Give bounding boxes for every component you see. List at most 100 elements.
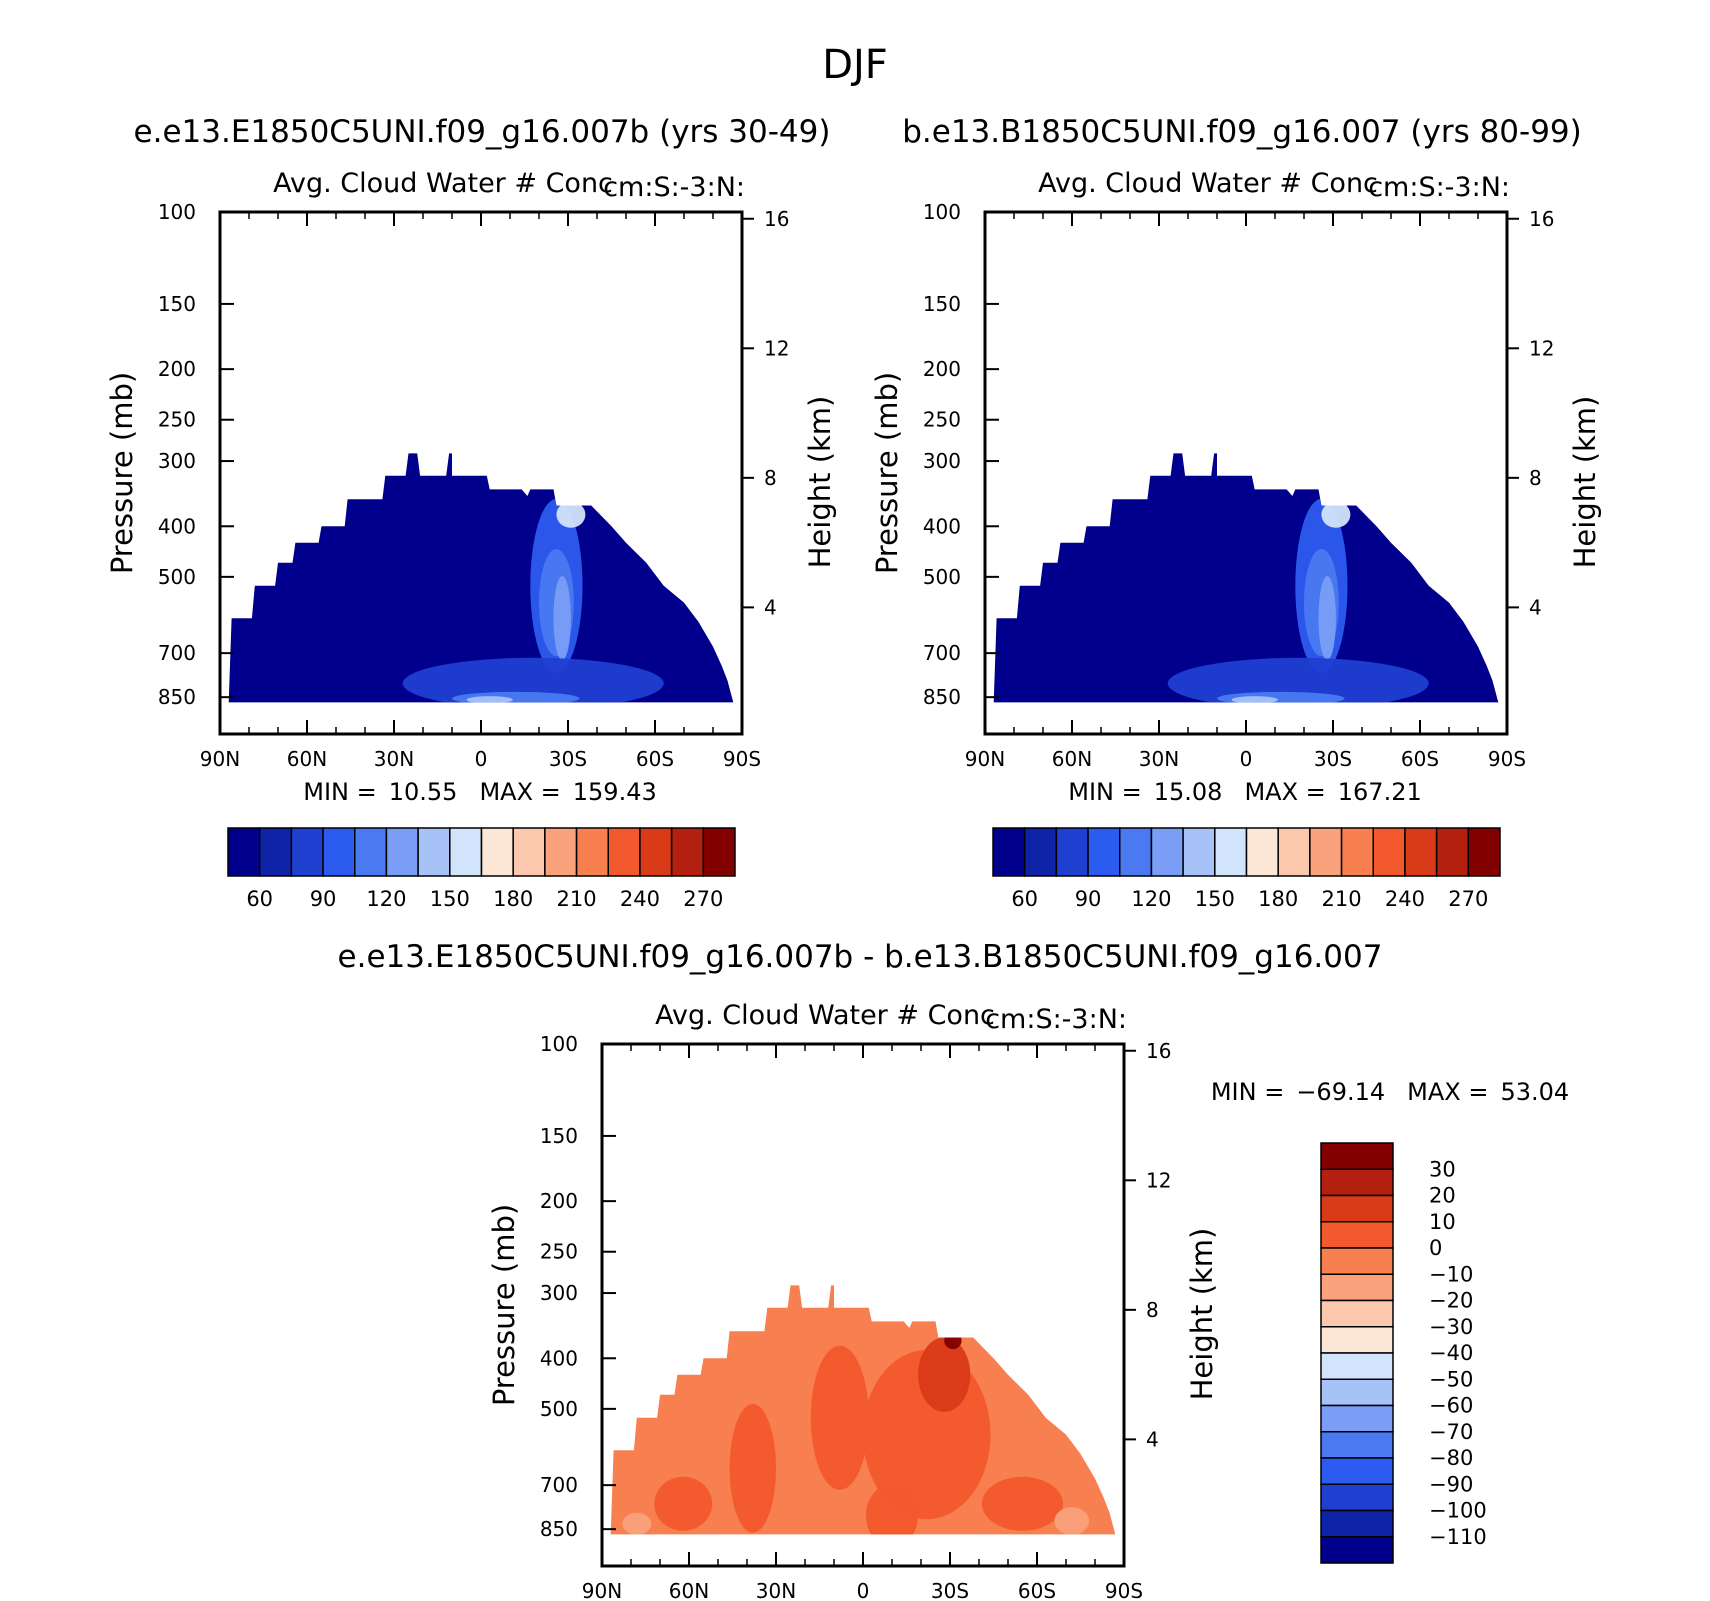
colorbar-swatch	[670, 827, 705, 877]
y2-tick-label: 8	[1529, 466, 1542, 490]
colorbar-swatch	[1277, 827, 1311, 877]
colorbar-swatch	[1320, 1273, 1394, 1302]
colorbar-swatch	[1320, 1431, 1394, 1459]
colorbar-label: −100	[1429, 1499, 1487, 1523]
colorbar-label: 180	[1258, 887, 1298, 911]
field-blob-3	[810, 1345, 869, 1490]
colorbar-swatch	[1404, 827, 1438, 877]
y-axis-label: Pressure (mb)	[105, 372, 139, 574]
y-tick-label: 300	[923, 449, 961, 473]
x-tick-label: 90N	[965, 747, 1005, 771]
colorbar-label: 90	[310, 887, 337, 911]
y-tick-label: 200	[158, 357, 196, 381]
stats-line: MIN = 10.55 MAX = 159.43	[303, 778, 657, 806]
y2-tick-label: 8	[764, 466, 777, 490]
panel-diff: 90N 60N 30N 0 30S 60S 90S100150200250300400500…	[487, 1000, 1569, 1601]
colorbar-label: −70	[1429, 1420, 1473, 1444]
colorbar-swatch	[1467, 827, 1501, 877]
stats-line: MIN = −69.14 MAX = 53.04	[1211, 1078, 1569, 1106]
colorbar-swatch	[1320, 1168, 1394, 1197]
x-tick-label: 30S	[549, 747, 587, 771]
colorbar-swatch	[227, 827, 261, 877]
colorbar-swatch	[1435, 827, 1470, 877]
colorbar-swatch	[1320, 1483, 1394, 1512]
y-tick-label: 850	[540, 1517, 578, 1541]
right-case-title: b.e13.B1850C5UNI.f09_g16.007 (yrs 80-99)	[902, 114, 1582, 150]
colorbar-swatch	[1320, 1221, 1394, 1249]
colorbar-swatch	[992, 827, 1026, 877]
colorbar-swatch	[449, 827, 483, 877]
y-tick-label: 150	[540, 1124, 578, 1148]
x-tick-label: 30N	[756, 1579, 796, 1601]
colorbar-label: 120	[366, 887, 406, 911]
y-tick-label: 700	[540, 1473, 578, 1497]
y-tick-label: 300	[158, 449, 196, 473]
y2-axis-label: Height (km)	[803, 396, 837, 569]
y2-tick-label: 8	[1146, 1298, 1159, 1322]
x-tick-label: 30N	[374, 747, 414, 771]
colorbar-label: −20	[1429, 1289, 1473, 1313]
colorbar-label: 60	[246, 887, 273, 911]
colorbar-swatch	[1245, 827, 1279, 877]
x-tick-label: 90S	[723, 747, 761, 771]
field-blobs	[402, 498, 664, 703]
colorbar-swatch	[607, 827, 641, 877]
y-tick-label: 700	[158, 641, 196, 665]
y2-tick-label: 16	[1529, 207, 1554, 231]
y-tick-label: 200	[923, 357, 961, 381]
colorbar-label: 240	[1385, 887, 1425, 911]
stats-max-value: 167.21	[1338, 778, 1422, 806]
y2-tick-label: 16	[1146, 1039, 1171, 1063]
x-tick-label: 90S	[1105, 1579, 1143, 1601]
colorbar-swatch	[417, 827, 451, 877]
field-blob-6	[865, 1484, 919, 1535]
y2-tick-label: 12	[764, 336, 789, 360]
panel-units: cm:S:-3:N:	[603, 172, 745, 203]
colorbar-swatch	[1119, 827, 1153, 877]
diff-title: e.e13.E1850C5UNI.f09_g16.007b - b.e13.B1…	[338, 939, 1383, 975]
field-blob-2	[553, 576, 571, 661]
colorbar-label: 180	[493, 887, 533, 911]
colorbar-label: 90	[1075, 887, 1102, 911]
stats-line: MIN = 15.08 MAX = 167.21	[1068, 778, 1422, 806]
colorbar-swatch	[1087, 827, 1121, 877]
colorbar-swatch	[1320, 1247, 1394, 1275]
field-blob-3	[556, 501, 586, 528]
colorbar-swatch	[1320, 1509, 1394, 1538]
y-tick-label: 300	[540, 1281, 578, 1305]
colorbar-label: 150	[1195, 887, 1235, 911]
y-tick-label: 150	[923, 292, 961, 316]
colorbar-label: 10	[1429, 1210, 1456, 1234]
y2-axis-label: Height (km)	[1185, 1228, 1219, 1401]
y-tick-label: 250	[540, 1240, 578, 1264]
colorbar-label: 210	[557, 887, 597, 911]
field-blobs	[622, 1332, 1090, 1535]
colorbar-label: −110	[1429, 1525, 1487, 1549]
colorbar-swatch	[1320, 1142, 1394, 1170]
field-blob-3	[1321, 501, 1351, 528]
y-tick-label: 250	[923, 408, 961, 432]
x-tick-label: 30S	[931, 1579, 969, 1601]
y-tick-label: 500	[158, 565, 196, 589]
x-tick-label: 60S	[636, 747, 674, 771]
y-tick-label: 500	[540, 1397, 578, 1421]
stats-max-value: 53.04	[1500, 1078, 1569, 1106]
panel-title: Avg. Cloud Water # Conc	[273, 168, 613, 199]
colorbar-swatch	[290, 827, 324, 877]
y-axis-label: Pressure (mb)	[487, 1204, 521, 1406]
colorbar-label: 270	[683, 887, 723, 911]
y2-tick-label: 4	[764, 595, 777, 619]
colorbar-label: 120	[1131, 887, 1171, 911]
field-polygon	[228, 453, 734, 703]
colorbar-swatch	[1150, 827, 1184, 877]
colorbar-swatch	[544, 827, 578, 877]
stats-min-value: −69.14	[1296, 1078, 1385, 1106]
field-blob-2	[1318, 576, 1336, 661]
colorbar-label: 20	[1429, 1184, 1456, 1208]
colorbar-swatch	[1320, 1404, 1394, 1433]
colorbar-swatch	[1182, 827, 1216, 877]
stats-max-label: MAX =	[479, 778, 560, 806]
colorbar-swatch	[1320, 1536, 1394, 1564]
colorbar-label: −40	[1429, 1341, 1473, 1365]
